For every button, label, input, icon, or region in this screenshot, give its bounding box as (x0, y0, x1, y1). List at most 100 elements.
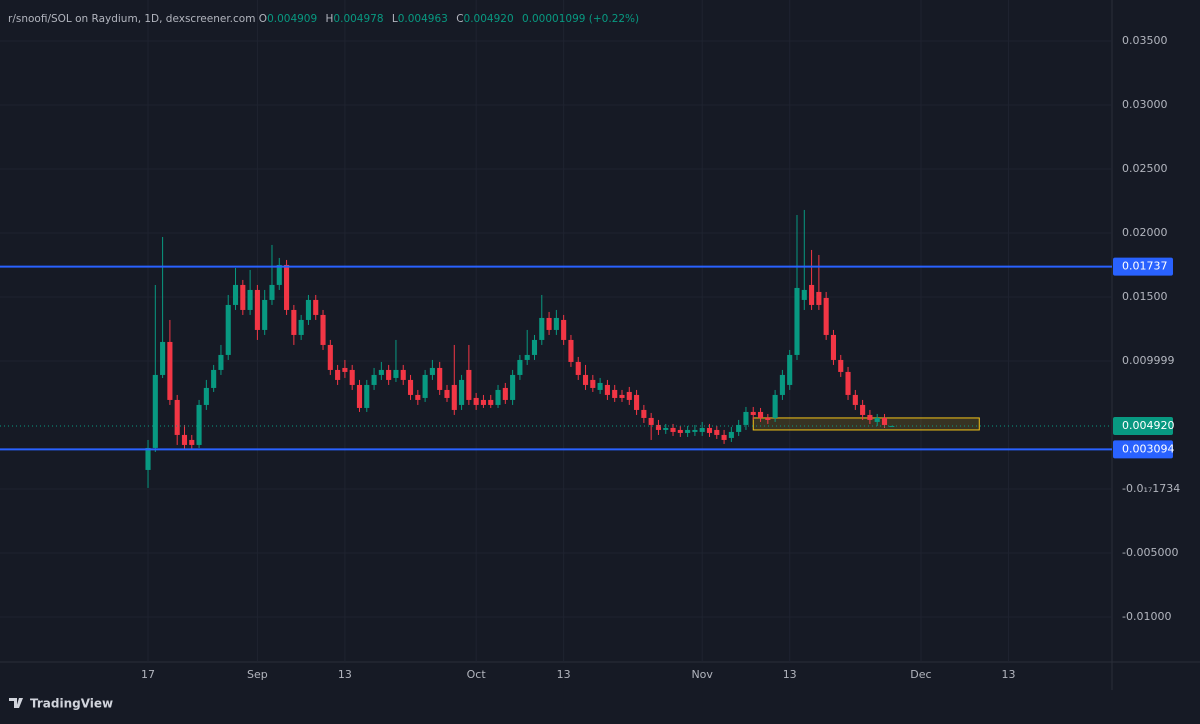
symbol: r/snoofi/SOL on Raydium, 1D, dexscreener… (8, 13, 256, 25)
candle-body (816, 291, 822, 305)
candle-body (174, 399, 180, 435)
candle-body (590, 379, 596, 388)
candle-body (838, 359, 844, 372)
candle-body (400, 369, 406, 380)
x-tick-label: 13 (783, 668, 797, 681)
candle-body (444, 389, 450, 398)
candle-body (415, 394, 421, 400)
y-tick-label: 0.03000 (1122, 98, 1168, 111)
x-tick-label: 13 (1001, 668, 1015, 681)
candle-body (626, 391, 632, 400)
x-tick-label: 13 (338, 668, 352, 681)
price-tag (1113, 257, 1173, 276)
change: 0.00001099 (+0.22%) (521, 13, 640, 25)
candle-body (422, 374, 428, 398)
candle-body (619, 394, 625, 398)
candle-body (597, 382, 603, 390)
candle-body (757, 411, 764, 418)
x-tick-label: Oct (467, 668, 487, 681)
candle-body (510, 374, 516, 400)
y-tick-label: 0.02500 (1122, 162, 1168, 175)
candle-body (218, 354, 224, 370)
candle-body (181, 434, 188, 445)
y-tick-label: 0.01500 (1122, 290, 1168, 303)
candle-body (262, 299, 268, 330)
candle-body (524, 354, 530, 360)
candle-body (692, 429, 698, 432)
candle-body (823, 297, 829, 335)
candle-body (196, 404, 202, 445)
candle-body (561, 319, 567, 340)
candle-body (473, 397, 479, 405)
candle-body (313, 299, 319, 315)
candle-body (531, 339, 538, 355)
candle-body (612, 389, 618, 398)
candle-body (553, 317, 559, 330)
candle-body (663, 427, 669, 430)
candle-body (860, 404, 866, 415)
candle-body (568, 339, 574, 362)
field-key: O (258, 13, 268, 25)
candle-body (327, 344, 333, 370)
candle-body (721, 434, 727, 440)
candle-body (211, 369, 217, 388)
candle-body (845, 371, 851, 395)
candle-body (801, 289, 807, 300)
candle-body (677, 429, 683, 433)
candle-body (167, 341, 173, 400)
candle-body (794, 287, 800, 355)
candle-body (356, 384, 363, 408)
field-value: 0.004909 (267, 13, 318, 25)
candle-body (502, 387, 508, 400)
x-tick-label: Dec (910, 668, 931, 681)
candle-body (641, 409, 647, 418)
candle-body (451, 384, 457, 410)
field-key: L (391, 13, 398, 25)
candle-body (889, 425, 895, 427)
candle-body (867, 414, 873, 420)
y-tick-label: -0.0₁₇1734 (1122, 482, 1180, 495)
candle-body (320, 314, 326, 345)
x-tick-label: Sep (247, 668, 268, 681)
x-tick-label: Nov (691, 668, 713, 681)
candle-body (371, 374, 377, 385)
x-tick-label: 13 (557, 668, 571, 681)
candle-body (393, 369, 399, 378)
candle-body (247, 289, 253, 310)
candle-body (160, 341, 166, 375)
candle-body (772, 394, 778, 418)
candle-body (728, 431, 734, 438)
candle-body (232, 284, 239, 305)
candle-body (269, 284, 275, 300)
field-key: H (325, 13, 334, 25)
candle-body (779, 374, 785, 395)
candle-body (546, 317, 552, 330)
candle-body (276, 264, 282, 285)
candle-body (634, 394, 640, 410)
candle-body (874, 417, 880, 422)
candle-body (809, 284, 815, 305)
candle-body (685, 429, 691, 433)
candle-body (714, 429, 720, 435)
candle-body (706, 427, 713, 433)
candle-body (830, 334, 837, 360)
field-value: 0.004963 (397, 13, 448, 25)
candle-body (152, 374, 158, 448)
zone-box (752, 417, 980, 431)
candle-body (539, 317, 545, 340)
candle-body (699, 427, 705, 432)
candle-body (240, 284, 246, 310)
x-tick-label: 17 (141, 668, 155, 681)
logo (9, 698, 23, 708)
candle-body (189, 439, 195, 445)
candle-body (480, 399, 486, 405)
candle-body (765, 417, 771, 420)
candle-body (670, 427, 676, 432)
candle-body (225, 304, 231, 355)
field-key: C (456, 13, 464, 25)
candle-body (459, 379, 465, 405)
candle-body (466, 369, 472, 400)
candle-body (852, 394, 858, 405)
